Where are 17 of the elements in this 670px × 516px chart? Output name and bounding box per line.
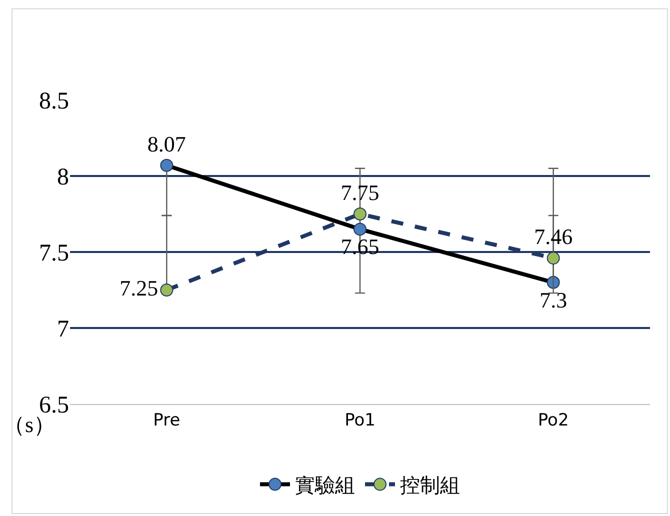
data-label: 7.25 [120,276,158,300]
point [160,158,174,172]
legend-label: 控制組 [400,473,460,498]
y-tick-label: 8 [57,164,69,190]
x-tick-label: Po2 [538,410,569,430]
y-tick-label: 7 [57,316,69,342]
point [354,208,366,220]
point [160,284,174,296]
y-tick-label: 7.5 [39,240,69,266]
point [354,222,366,236]
x-tick-label: Pre [153,410,180,430]
legend-label: 實驗組 [295,473,355,498]
y-tick-label: 8.5 [39,88,69,114]
x-tick-label: Po1 [344,410,376,430]
data-label: 8.07 [147,131,186,156]
point [546,252,560,265]
data-label: 7.3 [540,287,568,312]
